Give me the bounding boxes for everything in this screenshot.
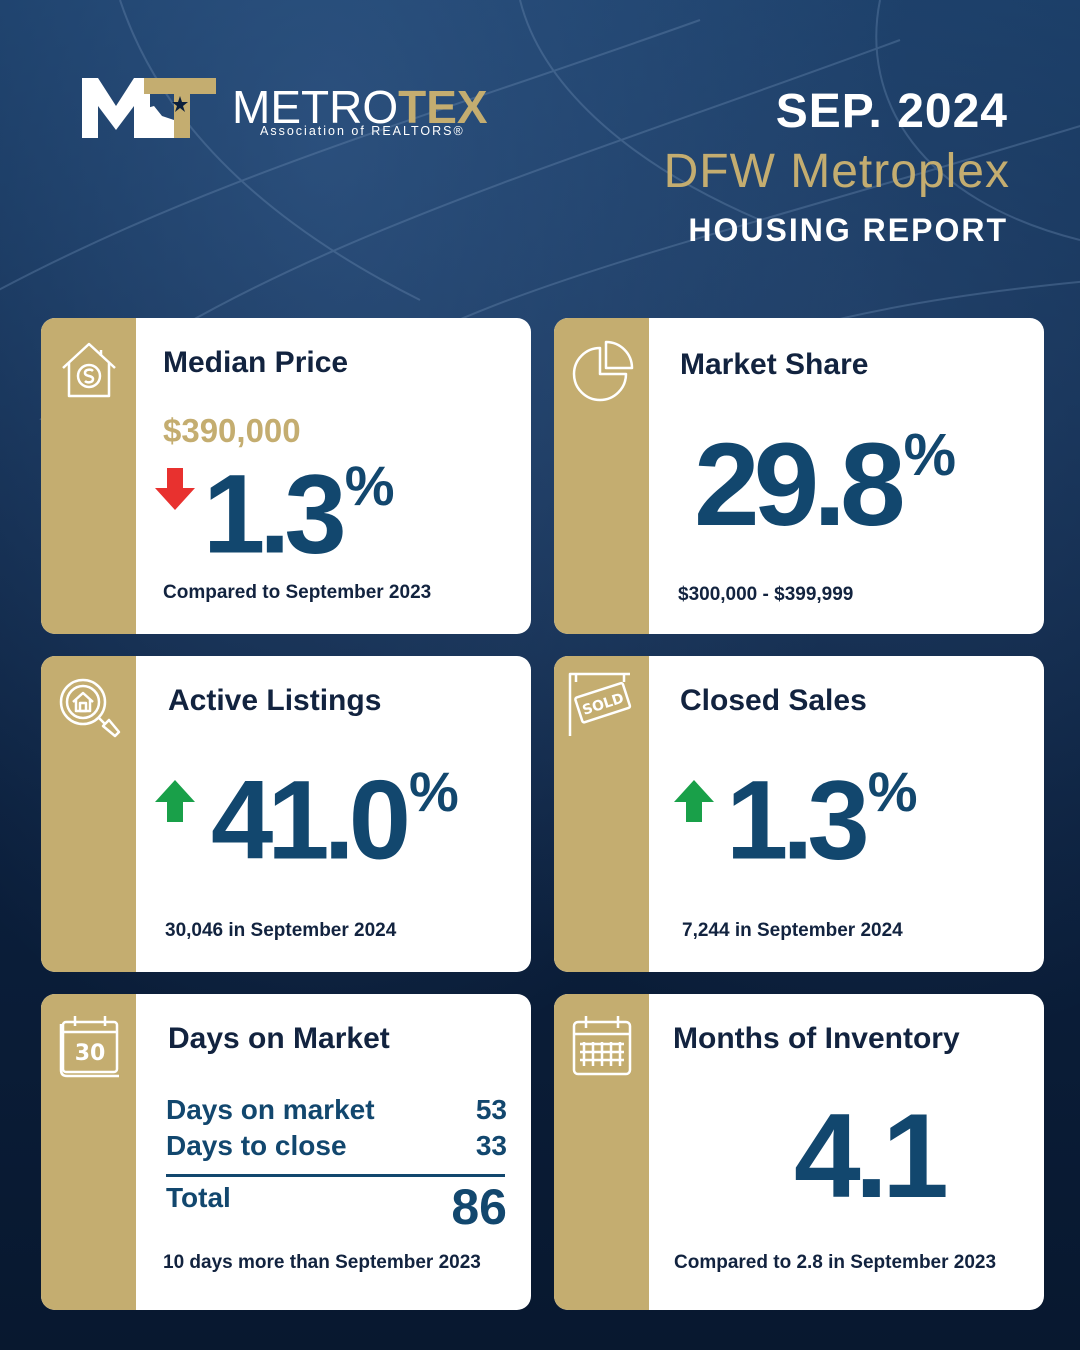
brand-subtitle: Association of REALTORS® bbox=[260, 124, 465, 138]
dom-row-value: 33 bbox=[475, 1130, 507, 1161]
active-listings-change-value: 41.0 bbox=[211, 757, 411, 883]
calendar-grid-icon bbox=[572, 1016, 632, 1076]
brand-name-part2: TEX bbox=[398, 81, 488, 133]
brand-name-part1: METRO bbox=[232, 81, 399, 133]
card-strip bbox=[554, 318, 649, 634]
months-of-inventory-title: Months of Inventory bbox=[673, 1022, 960, 1055]
dom-divider bbox=[166, 1174, 505, 1177]
arrow-up-icon bbox=[155, 780, 195, 822]
median-price-change-value: 1.3 bbox=[203, 451, 347, 577]
active-listings-change-unit: % bbox=[408, 760, 459, 823]
dom-row-days-to-close: Days to close 33 bbox=[166, 1130, 507, 1162]
median-price-value: $390,000 bbox=[163, 412, 301, 449]
report-date: SEP. 2024 bbox=[775, 85, 1008, 138]
dom-row-value: 53 bbox=[475, 1094, 507, 1125]
days-on-market-title: Days on Market bbox=[168, 1022, 390, 1055]
card-strip bbox=[41, 994, 136, 1310]
report-region: DFW Metroplex bbox=[663, 145, 1010, 198]
closed-sales-note: 7,244 in September 2024 bbox=[682, 920, 903, 941]
median-price-change-unit: % bbox=[344, 454, 395, 517]
months-of-inventory-note: Compared to 2.8 in September 2023 bbox=[674, 1252, 997, 1273]
median-price-card: Median Price $390,000 1.3% Compared to S… bbox=[41, 318, 531, 634]
median-price-title: Median Price bbox=[163, 346, 349, 379]
days-on-market-card: 30 Days on Market Days on market 53 Days… bbox=[41, 994, 531, 1310]
closed-sales-change-unit: % bbox=[867, 760, 918, 823]
market-share-title: Market Share bbox=[680, 348, 869, 381]
dom-row-label: Days on market bbox=[166, 1094, 375, 1125]
dom-row-total: Total 86 bbox=[166, 1179, 507, 1235]
active-listings-title: Active Listings bbox=[168, 684, 382, 717]
mt-logo-mark bbox=[82, 78, 216, 138]
brand-name: METROTEX bbox=[232, 80, 488, 134]
dom-row-days-on-market: Days on market 53 bbox=[166, 1094, 507, 1126]
sold-sign-icon: SOLD bbox=[568, 672, 632, 736]
active-listings-change: 41.0% bbox=[211, 764, 459, 877]
closed-sales-change: 1.3% bbox=[726, 764, 917, 877]
calendar-30-icon: 30 bbox=[59, 1016, 119, 1078]
active-listings-note: 30,046 in September 2024 bbox=[165, 920, 397, 941]
pie-chart-icon bbox=[572, 340, 634, 402]
market-share-card: Market Share 29.8% $300,000 - $399,999 bbox=[554, 318, 1044, 634]
market-share-unit: % bbox=[903, 422, 956, 488]
calendar-icon-number: 30 bbox=[75, 1041, 106, 1066]
months-of-inventory-card: Months of Inventory 4.1 Compared to 2.8 … bbox=[554, 994, 1044, 1310]
card-strip bbox=[41, 656, 136, 972]
arrow-up-icon bbox=[674, 780, 714, 822]
median-price-change: 1.3% bbox=[203, 458, 394, 571]
months-of-inventory-value: 4.1 bbox=[794, 1089, 949, 1223]
metrotex-logo: METROTEX Association of REALTORS® bbox=[82, 76, 502, 140]
dom-total-label: Total bbox=[166, 1182, 231, 1213]
dom-row-label: Days to close bbox=[166, 1130, 347, 1161]
search-house-icon bbox=[59, 678, 121, 738]
house-dollar-icon bbox=[62, 342, 116, 398]
closed-sales-title: Closed Sales bbox=[680, 684, 867, 717]
report-title: HOUSING REPORT bbox=[688, 212, 1008, 248]
active-listings-card: Active Listings 41.0% 30,046 in Septembe… bbox=[41, 656, 531, 972]
dom-total-value: 86 bbox=[451, 1179, 507, 1235]
market-share-note: $300,000 - $399,999 bbox=[678, 584, 854, 605]
days-on-market-note: 10 days more than September 2023 bbox=[163, 1252, 481, 1273]
market-share-number: 29.8 bbox=[694, 419, 906, 552]
market-share-value: 29.8% bbox=[694, 426, 956, 545]
closed-sales-change-value: 1.3 bbox=[726, 757, 870, 883]
median-price-note: Compared to September 2023 bbox=[163, 582, 432, 603]
closed-sales-card: SOLD Closed Sales 1.3% 7,244 in Septembe… bbox=[554, 656, 1044, 972]
arrow-down-icon bbox=[155, 468, 195, 510]
